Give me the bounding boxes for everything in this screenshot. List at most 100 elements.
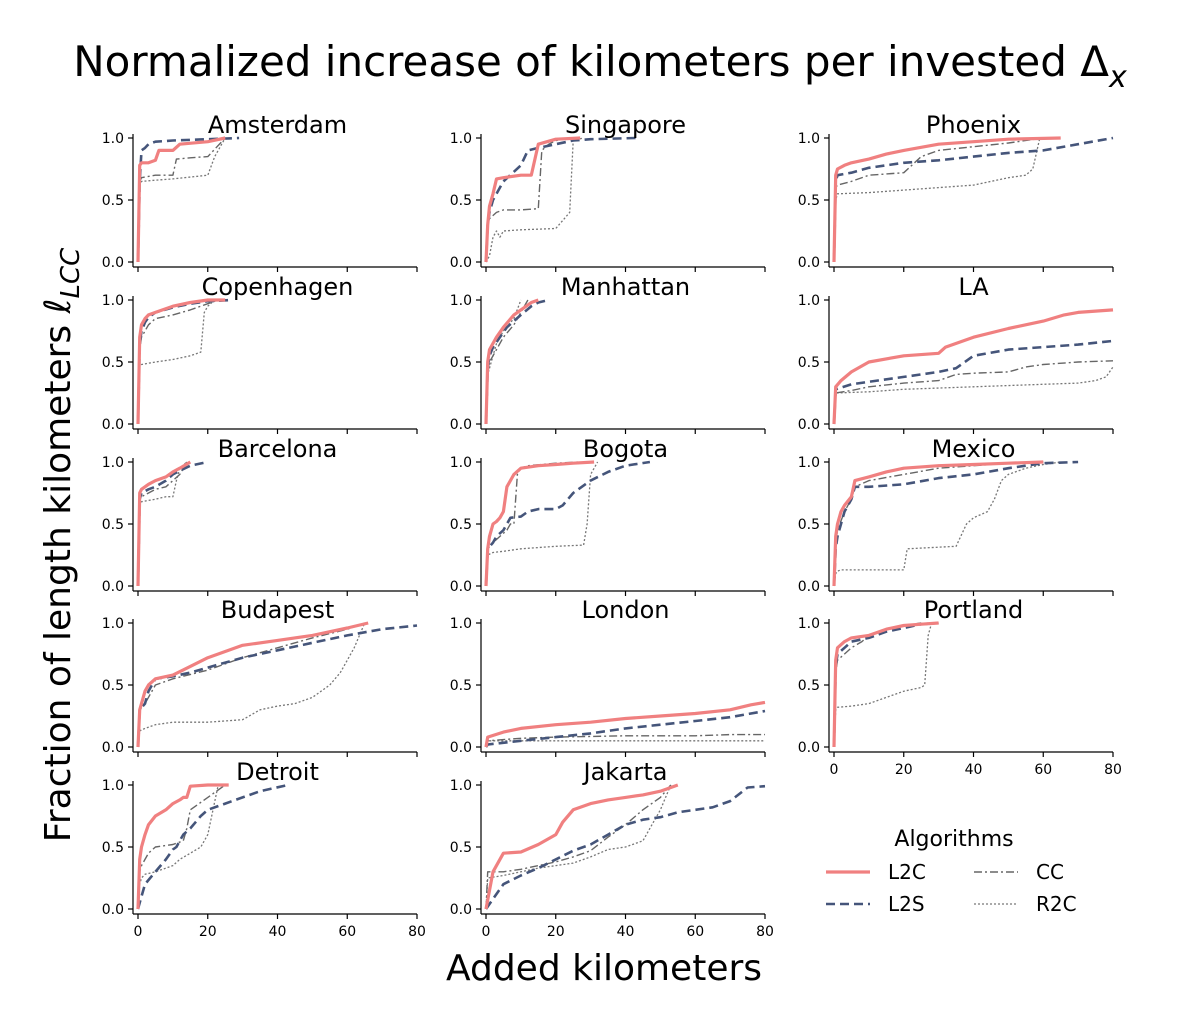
series-line-r2c [833, 137, 1041, 263]
subplot-copenhagen: 0.0 0.5 1.0 Copenhagen [102, 273, 418, 434]
series-line-l2c [484, 460, 595, 587]
series-line-l2c [136, 621, 369, 748]
subplot-london: 0.0 0.5 1.0 London [450, 596, 766, 757]
figure-title: Normalized increase of kilometers per in… [73, 37, 1127, 95]
y-tick-label: 0.0 [102, 579, 124, 595]
y-tick-label: 0.0 [450, 417, 472, 433]
y-tick-label: 0.0 [102, 902, 124, 918]
series-line-r2c [485, 461, 599, 587]
y-tick-label: 1.0 [450, 455, 472, 471]
series-line-cc [485, 461, 581, 587]
subplot-title: Bogota [583, 435, 668, 463]
y-tick-label: 1.0 [798, 293, 820, 309]
x-tick-label: 20 [547, 924, 565, 940]
x-tick-label: 80 [1104, 762, 1122, 778]
series-line-l2c [832, 621, 939, 748]
y-tick-label: 0.5 [450, 517, 472, 533]
y-tick-label: 0.0 [102, 255, 124, 271]
subplot-singapore: 0.0 0.5 1.0 Singapore [450, 111, 766, 272]
legend-item-l2s: L2S [826, 892, 925, 916]
series-line-cc [485, 137, 574, 263]
subplot-la: 0.0 0.5 1.0 LA [798, 273, 1114, 434]
x-tick-label: 40 [269, 924, 287, 940]
legend-label: L2S [888, 892, 925, 916]
y-tick-label: 0.5 [450, 678, 472, 694]
series-line-l2c [832, 460, 1044, 587]
series-line-l2c [832, 136, 1061, 263]
subplot-title: Copenhagen [202, 273, 354, 301]
series-line-cc [137, 622, 365, 748]
x-tick-label: 0 [134, 924, 143, 940]
subplot-title: Amsterdam [208, 111, 347, 139]
legend-item-cc: CC [974, 860, 1064, 884]
x-tick-label: 20 [199, 924, 217, 940]
y-tick-label: 0.5 [102, 193, 124, 209]
y-tick-label: 1.0 [102, 616, 124, 632]
series-line-l2c [832, 308, 1114, 425]
y-tick-label: 0.0 [798, 579, 820, 595]
x-tick-label: 60 [686, 924, 704, 940]
series-line-r2c [833, 366, 1114, 425]
series-line-cc [485, 299, 529, 425]
y-tick-label: 0.5 [102, 678, 124, 694]
series-line-cc [137, 784, 226, 910]
x-tick-label: 60 [338, 924, 356, 940]
y-tick-label: 0.5 [798, 517, 820, 533]
y-tick-label: 0.5 [798, 678, 820, 694]
series-line-cc [485, 784, 672, 910]
series-line-l2s [136, 783, 289, 910]
y-tick-label: 1.0 [450, 131, 472, 147]
series-line-l2c [136, 460, 192, 587]
series-line-l2s [136, 136, 240, 263]
subplot-phoenix: 0.0 0.5 1.0 Phoenix [798, 111, 1114, 272]
y-tick-label: 1.0 [450, 293, 472, 309]
y-tick-label: 1.0 [798, 455, 820, 471]
y-tick-label: 1.0 [102, 778, 124, 794]
series-line-r2c [833, 622, 933, 748]
y-tick-label: 0.5 [102, 840, 124, 856]
series-line-l2c [484, 700, 766, 748]
y-tick-label: 0.0 [450, 740, 472, 756]
series-line-r2c [485, 740, 765, 748]
subplot-mexico: 0.0 0.5 1.0 Mexico [798, 435, 1114, 596]
x-tick-label: 40 [617, 924, 635, 940]
series-line-cc [833, 461, 1044, 587]
series-line-l2c [136, 298, 226, 425]
series-line-l2s [136, 624, 418, 748]
legend-label: L2C [888, 860, 926, 884]
series-line-cc [833, 360, 1114, 425]
x-tick-label: 80 [408, 924, 426, 940]
y-tick-label: 0.5 [102, 517, 124, 533]
figure-titles: Normalized increase of kilometers per in… [38, 37, 1127, 989]
subplot-title: Budapest [221, 596, 335, 624]
y-tick-label: 1.0 [798, 616, 820, 632]
y-tick-label: 0.0 [102, 417, 124, 433]
series-line-r2c [137, 299, 216, 425]
y-tick-label: 0.5 [450, 840, 472, 856]
series-line-l2s [484, 298, 550, 425]
y-tick-label: 0.0 [798, 740, 820, 756]
x-tick-label: 60 [1034, 762, 1052, 778]
series-line-l2s [136, 460, 209, 587]
y-tick-label: 0.5 [798, 355, 820, 371]
subplot-title: Portland [924, 596, 1023, 624]
y-tick-label: 0.0 [450, 902, 472, 918]
y-tick-label: 0.0 [450, 579, 472, 595]
series-line-r2c [833, 461, 1061, 587]
series-line-l2c [484, 298, 539, 425]
series-line-r2c [137, 461, 188, 587]
subplot-title: London [582, 596, 670, 624]
subplot-bogota: 0.0 0.5 1.0 Bogota [450, 435, 766, 596]
y-tick-label: 0.5 [450, 193, 472, 209]
series-line-cc [137, 461, 188, 587]
series-line-cc [485, 733, 765, 748]
subplot-title: Jakarta [582, 758, 668, 786]
series-line-cc [137, 299, 219, 425]
y-tick-label: 0.5 [102, 355, 124, 371]
subplot-title: LA [958, 273, 989, 301]
series-line-l2s [484, 460, 651, 587]
x-tick-label: 40 [965, 762, 983, 778]
series-line-r2c [137, 137, 226, 263]
